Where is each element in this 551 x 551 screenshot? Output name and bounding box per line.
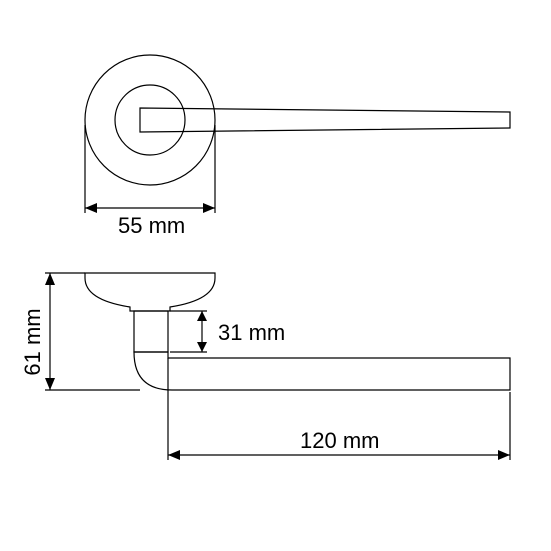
dim-rose-diameter: 55 mm (85, 125, 215, 238)
dim-61-label: 61 mm (20, 308, 45, 375)
rose-outer-circle (85, 55, 215, 185)
dim-55-label: 55 mm (118, 213, 185, 238)
dim-31-label: 31 mm (218, 320, 285, 345)
dim-lever-length: 120 mm (168, 358, 510, 460)
dim-stem-height: 31 mm (170, 311, 285, 352)
lever-side (134, 352, 510, 390)
technical-drawing: 55 mm 61 mm 31 mm 120 mm (0, 0, 551, 551)
dim-120-label: 120 mm (300, 428, 379, 453)
rose-side (85, 273, 215, 311)
rose-inner-circle (115, 85, 185, 155)
lever-top (140, 108, 510, 132)
stem-side (134, 311, 168, 352)
top-view (85, 55, 510, 185)
side-view (85, 273, 510, 390)
dim-total-height: 61 mm (20, 273, 140, 390)
